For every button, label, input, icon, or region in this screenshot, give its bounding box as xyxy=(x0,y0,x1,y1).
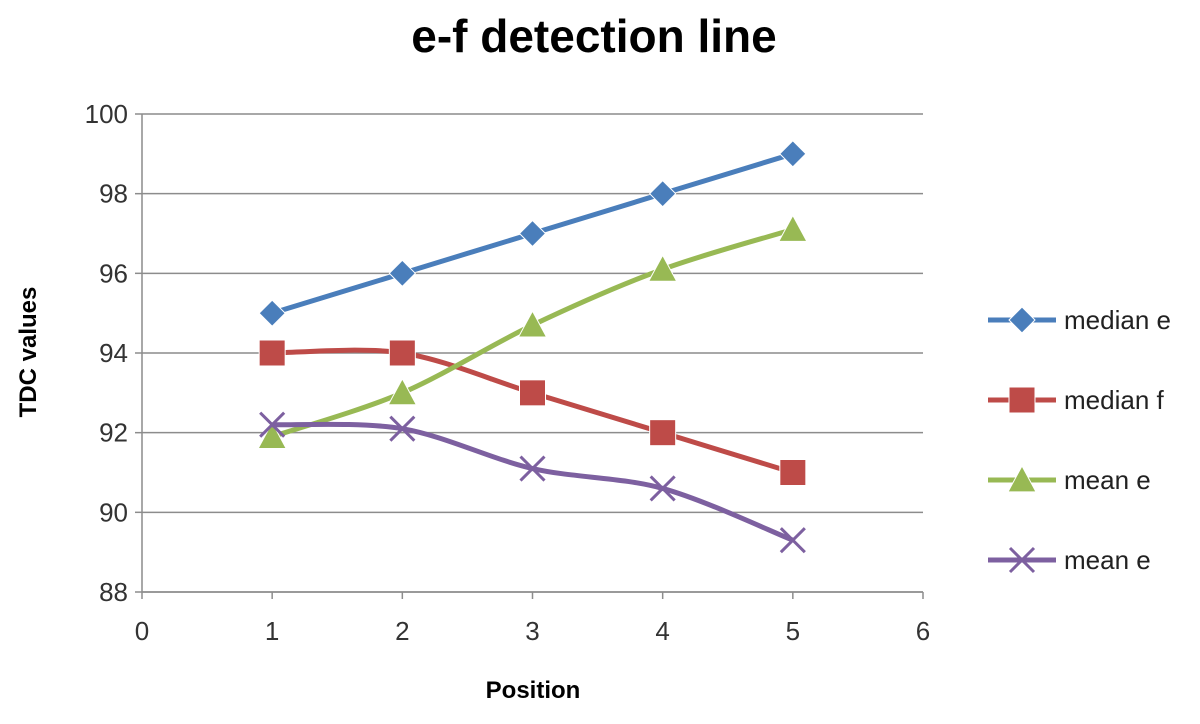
data-point-4-3 xyxy=(519,455,546,482)
data-point-2-1 xyxy=(258,339,286,367)
x-tick-label: 2 xyxy=(395,616,409,646)
y-tick-label: 90 xyxy=(99,497,128,527)
y-tick-label: 98 xyxy=(99,179,128,209)
legend-label: mean e xyxy=(1064,545,1151,575)
series-line-4 xyxy=(272,421,794,543)
y-tick-label: 100 xyxy=(85,99,128,129)
data-point-2-3 xyxy=(519,379,546,407)
data-point-3-5 xyxy=(777,214,808,242)
x-tick-label: 4 xyxy=(655,616,669,646)
data-point-3-3 xyxy=(517,310,548,338)
legend-entry-3: mean e xyxy=(988,464,1151,495)
series-group xyxy=(257,140,808,554)
x-tick-label: 0 xyxy=(135,616,149,646)
legend-marker xyxy=(1007,464,1037,493)
legend-label: mean e xyxy=(1064,465,1151,495)
data-point-2-2 xyxy=(388,339,416,367)
series-4 xyxy=(259,411,806,554)
data-point-4-2 xyxy=(389,415,416,442)
data-point-2-4 xyxy=(649,419,677,447)
data-point-3-2 xyxy=(387,377,418,406)
data-point-4-1 xyxy=(259,411,286,438)
y-tick-label: 96 xyxy=(99,258,128,288)
series-2 xyxy=(258,339,807,486)
x-tick-label: 1 xyxy=(265,616,279,646)
x-tick-label: 3 xyxy=(525,616,539,646)
series-3 xyxy=(257,214,808,450)
y-tick-label: 94 xyxy=(99,338,128,368)
x-axis-title: Position xyxy=(486,677,581,704)
series-1 xyxy=(258,140,807,327)
x-tick-label: 5 xyxy=(786,616,800,646)
y-axis-title: TDC values xyxy=(15,287,42,418)
data-point-3-4 xyxy=(647,254,678,282)
data-point-1-1 xyxy=(258,299,286,327)
chart-title: e-f detection line xyxy=(411,10,776,62)
data-point-4-4 xyxy=(649,475,676,502)
data-point-1-5 xyxy=(779,140,807,168)
legend: median e median f mean e mean e xyxy=(988,305,1171,575)
y-tick-label: 92 xyxy=(99,418,128,448)
axes: 88 90 92 94 96 98 100 0 1 2 3 4 5 6 xyxy=(85,99,931,646)
data-point-1-3 xyxy=(518,219,547,248)
legend-label: median e xyxy=(1064,305,1171,335)
legend-entry-4: mean e xyxy=(988,545,1151,575)
y-tick-label: 88 xyxy=(99,577,128,607)
data-point-2-5 xyxy=(779,459,807,486)
data-point-1-2 xyxy=(388,259,417,288)
legend-marker xyxy=(1008,546,1036,574)
legend-entry-1: median e xyxy=(988,305,1171,335)
legend-entry-2: median f xyxy=(988,385,1164,415)
data-point-1-4 xyxy=(648,179,677,208)
data-point-3-1 xyxy=(257,421,288,450)
legend-marker xyxy=(1008,306,1036,334)
data-point-4-5 xyxy=(779,527,806,554)
x-tick-label: 6 xyxy=(916,616,930,646)
legend-label: median f xyxy=(1064,385,1164,415)
legend-marker xyxy=(1008,386,1036,414)
